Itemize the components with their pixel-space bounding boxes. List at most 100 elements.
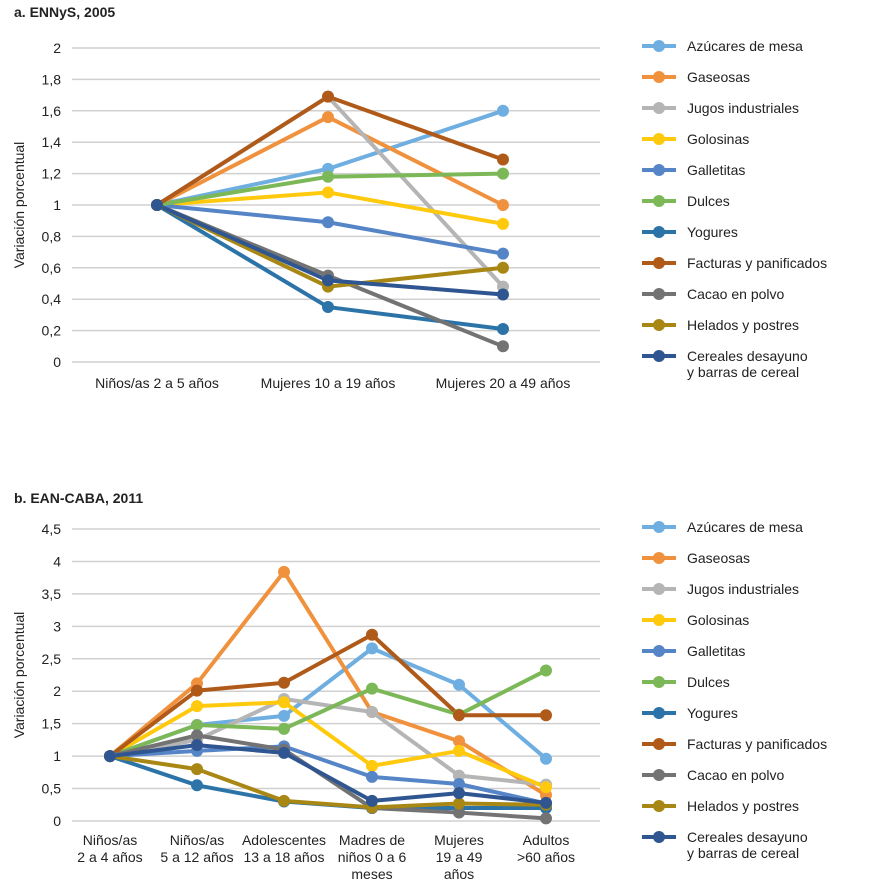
x-tick-label: Mujeres 10 a 19 años xyxy=(261,375,396,391)
legend-marker xyxy=(653,257,665,269)
data-point xyxy=(366,759,378,772)
series-line xyxy=(109,744,547,806)
legend-marker xyxy=(653,583,665,595)
legend-marker xyxy=(653,164,665,176)
legend-label: Cacao en polvo xyxy=(687,286,785,302)
y-axis-label: Variación porcentual xyxy=(11,612,27,739)
legend-marker xyxy=(653,71,665,83)
data-point xyxy=(366,770,378,783)
data-point xyxy=(366,642,378,655)
legend-marker xyxy=(653,319,665,331)
legend-marker xyxy=(653,288,665,300)
legend-marker xyxy=(653,645,665,657)
data-point xyxy=(322,274,334,287)
data-point xyxy=(278,794,290,807)
data-point xyxy=(453,735,465,748)
legend-label: Cereales desayuno xyxy=(687,829,808,845)
data-point xyxy=(191,684,203,697)
y-tick-label: 3 xyxy=(53,618,61,634)
data-point xyxy=(497,167,509,180)
legend-marker xyxy=(653,195,665,207)
y-tick-label: 0 xyxy=(53,354,61,370)
legend-marker xyxy=(653,552,665,564)
y-tick-label: 0,2 xyxy=(42,323,62,339)
legend-label: Dulces xyxy=(687,674,730,690)
data-point xyxy=(453,787,465,800)
data-point xyxy=(322,301,334,314)
y-tick-label: 1,2 xyxy=(42,166,62,182)
y-tick-label: 1,6 xyxy=(42,103,62,119)
data-point xyxy=(453,709,465,722)
legend-label: Galletitas xyxy=(687,162,745,178)
x-tick-label: Niños/as 2 a 5 años xyxy=(95,375,219,391)
series-line xyxy=(109,697,547,787)
data-point xyxy=(191,779,203,792)
data-point xyxy=(322,216,334,229)
data-point xyxy=(453,778,465,791)
legend-marker xyxy=(653,831,665,843)
data-point xyxy=(497,323,509,336)
y-tick-label: 2 xyxy=(53,40,61,56)
x-tick-label: niños 0 a 6 xyxy=(338,849,407,865)
data-point xyxy=(151,199,163,211)
chart-title: a. ENNyS, 2005 xyxy=(14,4,115,20)
legend-label: Azúcares de mesa xyxy=(687,519,803,535)
legend-marker xyxy=(653,769,665,781)
data-point xyxy=(540,781,552,794)
y-tick-label: 0 xyxy=(53,813,61,829)
data-point xyxy=(322,186,334,199)
x-tick-label: 5 a 12 años xyxy=(160,849,233,865)
x-tick-label: Adultos xyxy=(523,832,570,848)
data-point xyxy=(497,261,509,274)
data-point xyxy=(497,340,509,353)
legend-label: Helados y postres xyxy=(687,798,799,814)
legend-label: Jugos industriales xyxy=(687,100,799,116)
series-line xyxy=(109,668,547,758)
legend-marker xyxy=(653,614,665,626)
data-point xyxy=(453,744,465,757)
x-tick-label: Niños/as xyxy=(83,832,137,848)
x-tick-label: años xyxy=(444,866,474,882)
legend-marker xyxy=(653,676,665,688)
legend-label: Gaseosas xyxy=(687,550,750,566)
data-point xyxy=(497,153,509,166)
chart-b: b. EAN-CABA, 2011 0 0,5 1 1,5 2 2,5 3 3,5 4 4,5 Var… xyxy=(11,490,827,882)
data-point xyxy=(191,718,203,731)
data-point xyxy=(366,794,378,807)
y-axis-label: Variación porcentual xyxy=(11,142,27,269)
legend-label: Facturas y panificados xyxy=(687,736,827,752)
legend-label: Cereales desayuno xyxy=(687,348,808,364)
data-point xyxy=(497,247,509,260)
legend-marker xyxy=(653,226,665,238)
legend-label: y barras de cereal xyxy=(687,845,799,861)
legend-marker xyxy=(653,521,665,533)
data-point xyxy=(278,746,290,759)
data-point xyxy=(497,104,509,117)
data-point xyxy=(278,676,290,689)
series-line xyxy=(109,754,547,810)
data-point xyxy=(497,288,509,301)
data-point xyxy=(453,797,465,810)
data-point xyxy=(540,796,552,809)
x-tick-label: Adolescentes xyxy=(242,832,326,848)
data-point xyxy=(278,709,290,722)
data-point xyxy=(191,763,203,776)
x-tick-label: 13 a 18 años xyxy=(244,849,325,865)
x-tick-label: Madres de xyxy=(339,832,405,848)
data-point xyxy=(366,682,378,695)
legend-label: Galletitas xyxy=(687,643,745,659)
data-point xyxy=(191,700,203,713)
data-point xyxy=(540,752,552,765)
x-tick-label: Niños/as xyxy=(170,832,224,848)
y-tick-label: 1,5 xyxy=(42,716,62,732)
data-point xyxy=(366,705,378,718)
legend-marker xyxy=(653,102,665,114)
legend-label: Jugos industriales xyxy=(687,581,799,597)
legend-label: Facturas y panificados xyxy=(687,255,827,271)
data-point xyxy=(453,769,465,782)
data-point xyxy=(497,199,509,211)
legend-label: Helados y postres xyxy=(687,317,799,333)
chart-title: b. EAN-CABA, 2011 xyxy=(14,490,143,506)
x-tick-label: meses xyxy=(351,866,392,882)
data-point xyxy=(366,628,378,641)
